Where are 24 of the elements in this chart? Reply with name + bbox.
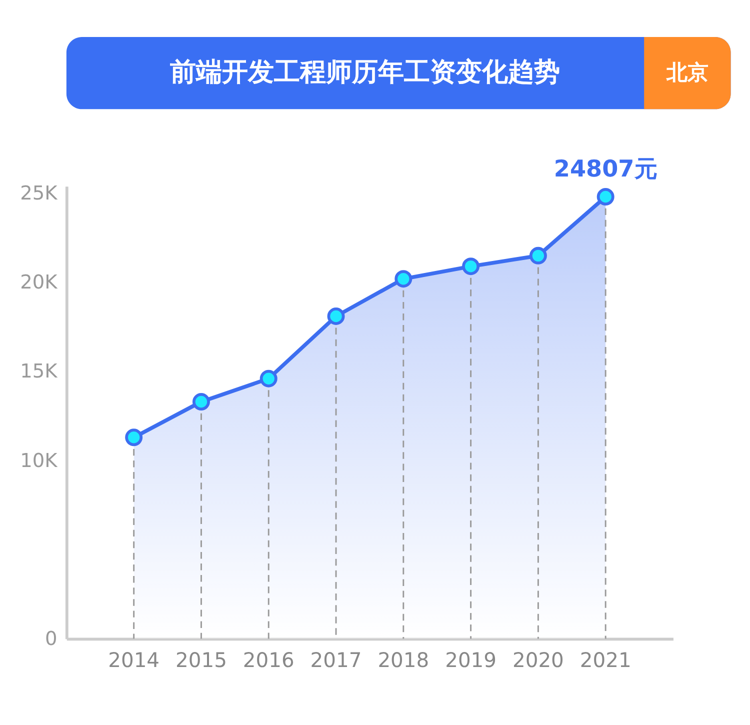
point bbox=[596, 188, 614, 206]
x-tick-label: 2016 bbox=[242, 648, 294, 672]
point bbox=[260, 370, 278, 388]
point bbox=[462, 258, 480, 276]
y-tick-label: 0 bbox=[45, 626, 58, 650]
data-label: 24807元 bbox=[554, 156, 658, 183]
y-tick-label: 25K bbox=[20, 182, 59, 205]
chart-title: 前端开发工程师历年工资变化趋势 bbox=[168, 57, 560, 88]
y-tick-label: 20K bbox=[20, 270, 59, 294]
point bbox=[529, 246, 547, 264]
x-tick-label: 2020 bbox=[512, 648, 564, 672]
y-tick-label: 10K bbox=[20, 448, 59, 472]
point bbox=[192, 393, 210, 410]
x-tick-label: 2021 bbox=[580, 648, 632, 672]
point bbox=[394, 270, 412, 288]
x-tick-label: 2018 bbox=[378, 648, 430, 672]
point bbox=[125, 428, 143, 446]
x-tick-label: 2014 bbox=[108, 648, 160, 672]
x-tick-label: 2015 bbox=[176, 648, 227, 672]
x-tick-label: 2019 bbox=[445, 648, 497, 672]
chart-subtitle: 北京 bbox=[665, 59, 708, 84]
point bbox=[327, 308, 345, 325]
x-tick-label: 2017 bbox=[310, 648, 362, 672]
y-tick-label: 15K bbox=[20, 360, 59, 383]
